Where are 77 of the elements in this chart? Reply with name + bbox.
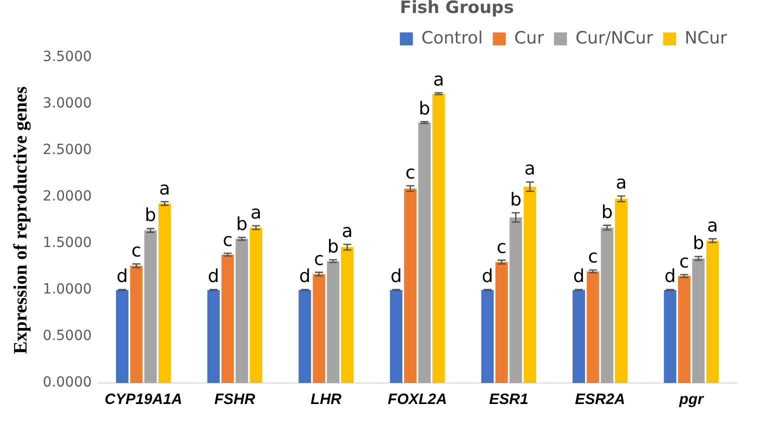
y-tick-label: 2.0000	[42, 188, 92, 205]
y-tick-label: 1.0000	[42, 282, 92, 298]
data-label: d	[116, 266, 128, 288]
y-tick-label: 2.5000	[42, 142, 92, 158]
data-label: a	[250, 202, 262, 224]
data-label: c	[405, 162, 416, 184]
x-tick-label: ESR2A	[575, 391, 626, 408]
data-label: d	[208, 266, 220, 288]
data-label: c	[679, 251, 690, 272]
data-label: b	[236, 214, 248, 236]
data-label: c	[496, 236, 507, 258]
y-tick-label: 3.5000	[42, 49, 92, 66]
bar	[236, 238, 248, 383]
bar	[207, 290, 220, 383]
data-label: d	[573, 266, 585, 288]
y-tick-label: 0.5000	[42, 328, 92, 344]
bar	[615, 198, 628, 383]
data-label: d	[299, 266, 311, 288]
bar	[221, 254, 234, 383]
bar	[692, 258, 705, 383]
data-label: d	[664, 266, 676, 288]
data-label: a	[342, 221, 353, 242]
data-label: c	[588, 246, 598, 268]
legend-title: Fish Groups	[400, 0, 514, 18]
legend-label: NCur	[684, 28, 728, 48]
x-tick-label: pgr	[678, 391, 705, 408]
bar	[418, 122, 431, 383]
data-label: a	[159, 178, 170, 200]
bar	[298, 290, 312, 383]
x-tick-label: ESR1	[489, 391, 528, 408]
bar	[130, 266, 143, 383]
bar	[572, 290, 586, 383]
bar	[404, 188, 417, 383]
data-label: b	[510, 189, 522, 210]
bar	[390, 290, 402, 383]
bar	[144, 230, 157, 383]
data-label: a	[707, 215, 718, 236]
bar	[432, 94, 445, 383]
data-label: c	[314, 248, 324, 270]
data-label: c	[131, 240, 142, 262]
y-tick-label: 3.0000	[42, 96, 92, 112]
legend-label: Control	[421, 28, 483, 48]
bar	[510, 217, 522, 383]
x-tick-label: FSHR	[214, 391, 256, 408]
data-label: a	[616, 172, 627, 194]
data-label: c	[222, 230, 233, 251]
bar	[586, 271, 600, 383]
bar	[158, 203, 171, 383]
legend-label: Cur/NCur	[575, 28, 654, 48]
x-tick-label: FOXL2A	[388, 391, 447, 408]
bar	[600, 228, 614, 383]
bar	[481, 290, 494, 383]
x-tick-label: LHR	[310, 391, 342, 408]
bar	[116, 290, 128, 383]
data-label: d	[390, 266, 402, 288]
bar	[341, 247, 354, 383]
data-label: d	[482, 266, 494, 288]
y-tick-label: 1.5000	[42, 235, 92, 252]
bar	[678, 276, 690, 383]
bar	[706, 240, 719, 383]
data-label: a	[433, 69, 444, 90]
data-label: b	[601, 202, 613, 223]
bar	[664, 290, 676, 383]
bar	[326, 261, 340, 383]
data-label: b	[418, 98, 430, 120]
bar	[524, 186, 536, 383]
bar	[495, 262, 508, 383]
data-label: b	[144, 205, 156, 226]
bar	[312, 274, 326, 383]
bar	[250, 228, 262, 383]
data-label: a	[524, 158, 536, 180]
y-tick-label: 0.0000	[42, 374, 92, 391]
data-label: b	[692, 233, 704, 254]
legend-label: Cur	[514, 28, 544, 48]
data-label: b	[327, 236, 339, 258]
x-tick-label: CYP19A1A	[104, 391, 182, 408]
y-axis-title: Expression of reproductive genes	[10, 86, 32, 354]
